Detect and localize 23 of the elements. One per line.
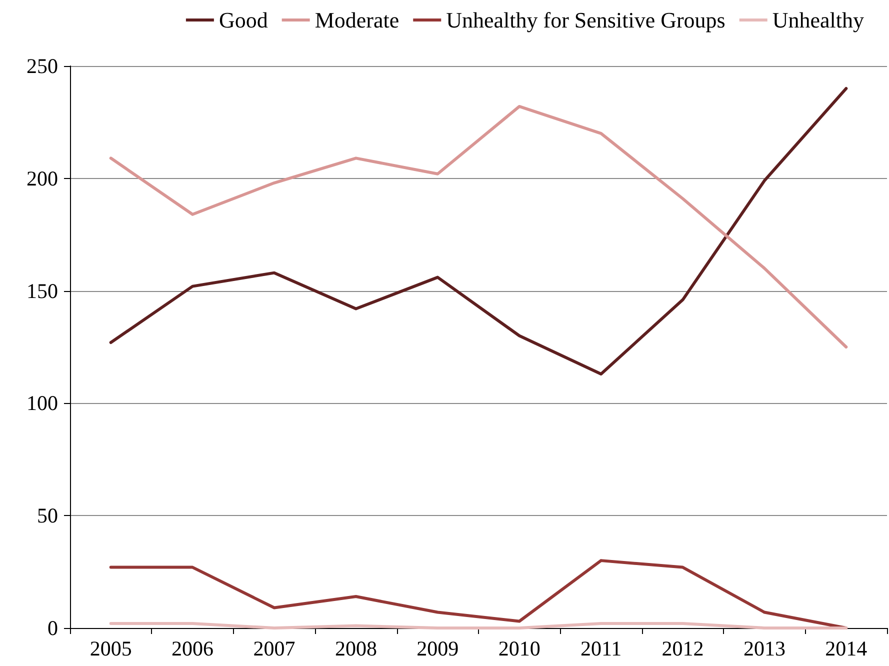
legend-label: Moderate: [314, 8, 400, 32]
legend-label: Good: [218, 8, 268, 32]
legend-label: Unhealthy for Sensitive Groups: [446, 8, 726, 32]
legend-label: Unhealthy: [772, 8, 864, 32]
x-tick-label: 2005: [90, 636, 132, 660]
x-tick-label: 2010: [498, 636, 540, 660]
y-tick-label: 200: [26, 166, 58, 190]
x-tick-label: 2011: [580, 636, 622, 660]
x-tick-label: 2007: [253, 636, 296, 660]
x-tick-label: 2006: [172, 636, 214, 660]
line-series: [109, 104, 848, 348]
y-tick-label: 100: [26, 391, 58, 416]
y-tick-label: 0: [48, 616, 58, 640]
x-tick-label: 2009: [416, 636, 459, 660]
y-tick-label: 50: [37, 504, 58, 528]
x-tick-label: 2012: [662, 636, 704, 660]
y-tick-label: 250: [26, 54, 58, 78]
x-tick-label: 2014: [825, 636, 868, 660]
y-tick-label: 150: [26, 278, 58, 303]
x-tick-label: 2008: [334, 636, 377, 660]
x-tick-label: 2013: [743, 636, 786, 660]
line-series: [109, 559, 848, 630]
line-series: [109, 86, 848, 376]
